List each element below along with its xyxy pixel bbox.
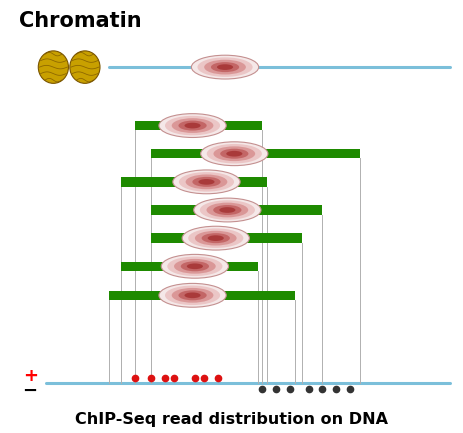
Ellipse shape	[197, 57, 252, 77]
Ellipse shape	[201, 233, 229, 243]
Ellipse shape	[198, 179, 214, 185]
Ellipse shape	[217, 64, 232, 70]
Ellipse shape	[213, 146, 255, 161]
Ellipse shape	[184, 292, 200, 298]
Ellipse shape	[38, 51, 69, 84]
Ellipse shape	[192, 177, 220, 187]
Ellipse shape	[173, 170, 240, 194]
Ellipse shape	[220, 149, 248, 159]
Text: Chromatin: Chromatin	[19, 11, 141, 31]
Ellipse shape	[182, 226, 249, 250]
Ellipse shape	[213, 205, 241, 215]
Ellipse shape	[185, 174, 227, 189]
Ellipse shape	[178, 290, 206, 301]
Ellipse shape	[200, 200, 254, 220]
Ellipse shape	[161, 254, 228, 278]
Ellipse shape	[171, 118, 213, 133]
Text: ChIP-Seq read distribution on DNA: ChIP-Seq read distribution on DNA	[75, 411, 388, 427]
Ellipse shape	[184, 123, 200, 129]
Ellipse shape	[191, 55, 258, 79]
Text: −: −	[23, 382, 38, 400]
Ellipse shape	[188, 228, 243, 248]
Ellipse shape	[204, 60, 245, 74]
Ellipse shape	[158, 284, 226, 307]
Ellipse shape	[70, 51, 100, 84]
Ellipse shape	[179, 172, 233, 192]
Ellipse shape	[206, 144, 261, 164]
Ellipse shape	[211, 62, 238, 72]
Ellipse shape	[187, 263, 202, 269]
Ellipse shape	[171, 288, 213, 303]
Bar	[150, 205, 322, 215]
Bar	[150, 149, 359, 158]
Ellipse shape	[226, 151, 242, 157]
Bar	[150, 233, 301, 243]
Bar	[120, 262, 257, 271]
Bar	[109, 291, 294, 300]
Ellipse shape	[181, 261, 208, 271]
Ellipse shape	[165, 116, 219, 136]
Ellipse shape	[174, 259, 215, 274]
Text: +: +	[23, 367, 38, 385]
Ellipse shape	[165, 285, 219, 305]
Ellipse shape	[219, 207, 235, 213]
Ellipse shape	[206, 203, 248, 217]
Bar	[134, 121, 262, 130]
Ellipse shape	[200, 142, 268, 166]
Ellipse shape	[207, 235, 223, 241]
Ellipse shape	[178, 120, 206, 131]
Ellipse shape	[194, 198, 260, 222]
Ellipse shape	[167, 256, 222, 276]
Ellipse shape	[158, 113, 226, 138]
Bar	[120, 177, 266, 187]
Ellipse shape	[194, 231, 236, 246]
